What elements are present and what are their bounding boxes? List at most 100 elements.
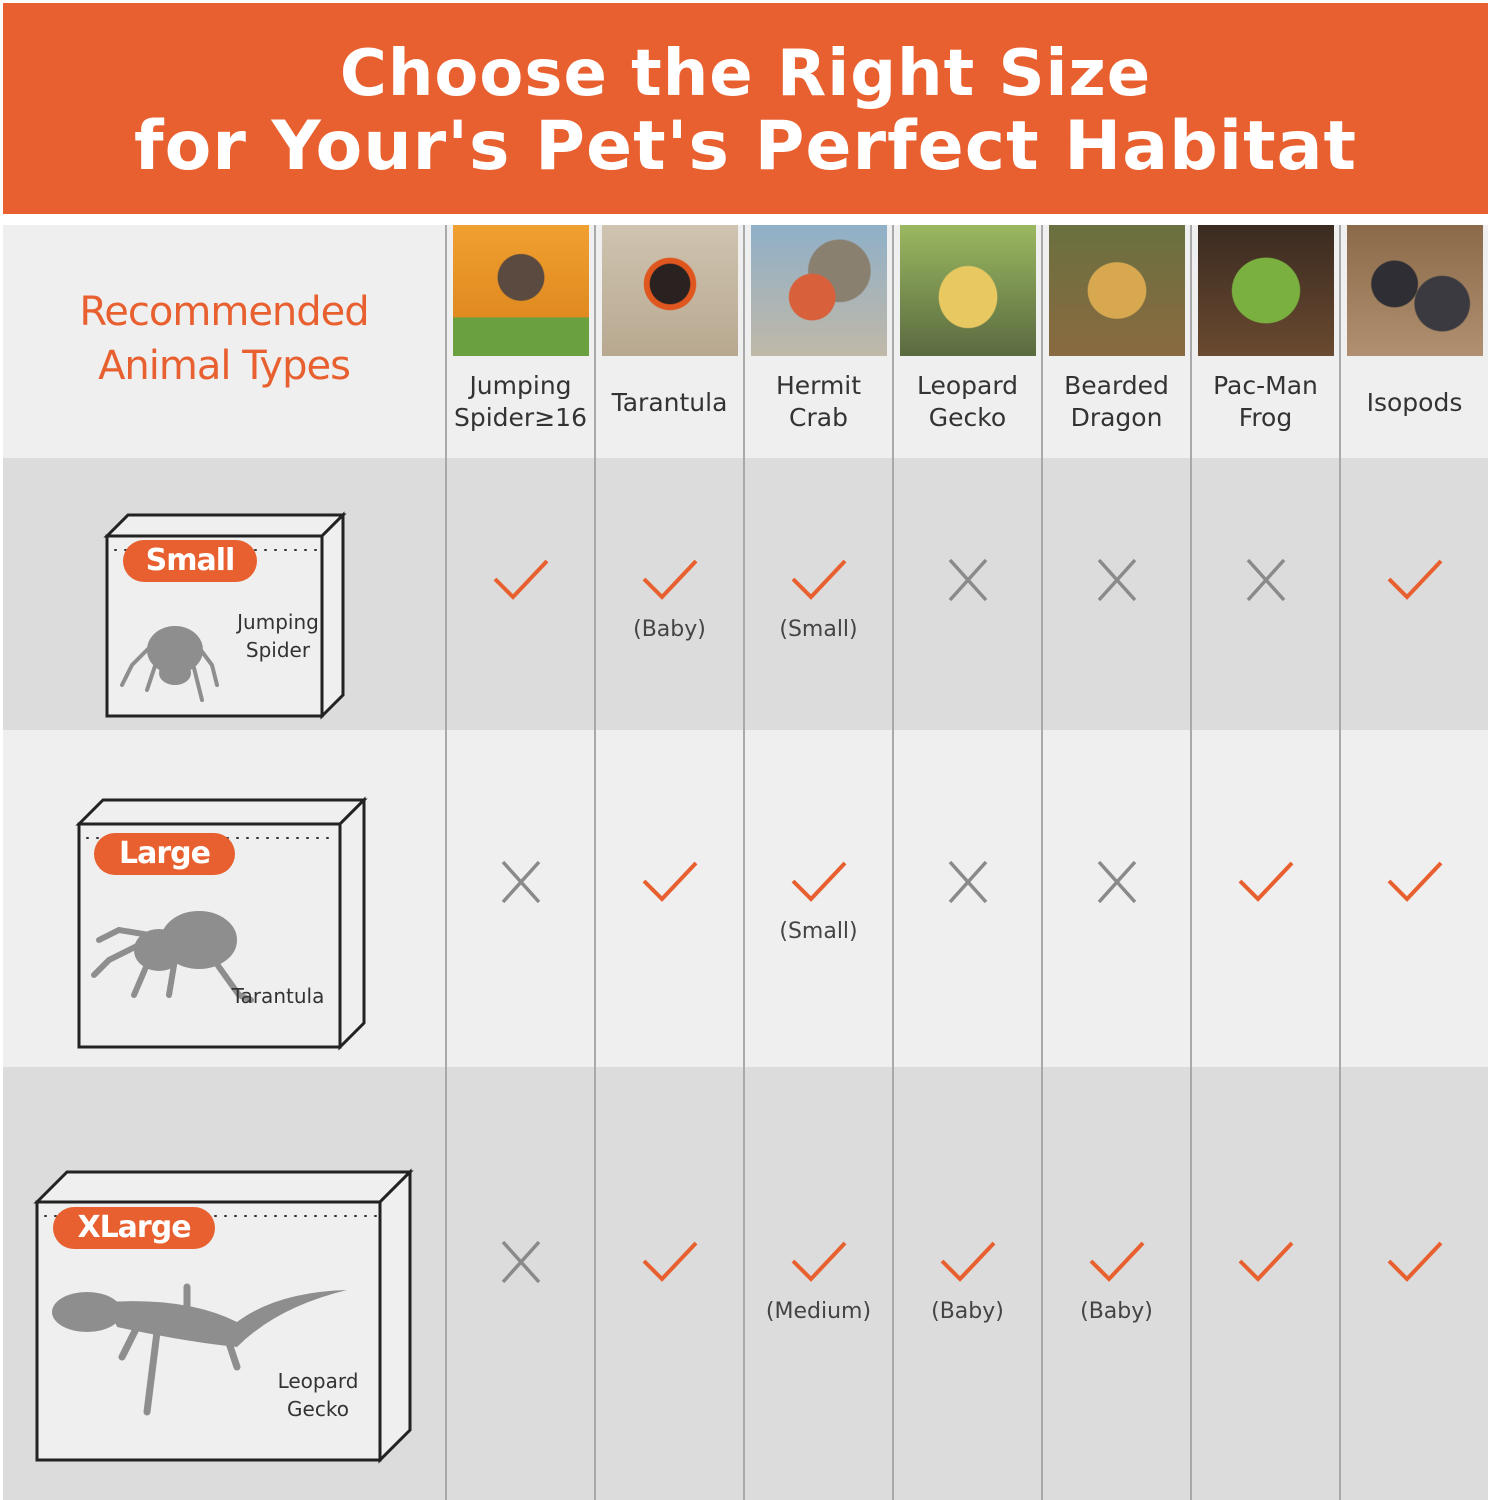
size-badge: Small (123, 540, 257, 582)
animal-name-line-1: Tarantula (611, 388, 728, 417)
heading-line-1: Recommended (79, 289, 369, 335)
box-animal-label-line-1: Leopard (277, 1369, 359, 1393)
box-animal-label: Tarantula (228, 982, 328, 1010)
size-note: (Baby) (931, 1299, 1004, 1324)
compatibility-cell (1190, 458, 1339, 730)
compatibility-cell (445, 730, 594, 1067)
animal-name: Bearded Dragon (1043, 370, 1190, 434)
check-icon (1236, 1237, 1296, 1287)
jumping-spider-photo (453, 225, 589, 356)
animal-column-header: Pac-Man Frog (1190, 225, 1339, 458)
check-icon (1385, 1237, 1445, 1287)
animal-name-line-1: Isopods (1366, 388, 1463, 417)
header-row: Recommended Animal Types Jumping Spider≥16 T… (3, 225, 1488, 458)
compatibility-cell (1041, 458, 1190, 730)
compatibility-cell: (Baby) (594, 458, 743, 730)
check-icon (1385, 857, 1445, 907)
compatibility-cell (445, 458, 594, 730)
size-badge: Large (94, 833, 235, 875)
animal-column-header: Tarantula (594, 225, 743, 458)
size-note: (Small) (779, 617, 858, 642)
isopods-photo (1347, 225, 1483, 356)
animal-name: Jumping Spider≥16 (447, 370, 594, 434)
size-note: (Small) (779, 919, 858, 944)
pacman-frog-photo (1198, 225, 1334, 356)
check-icon (938, 1237, 998, 1287)
habitat-size-cell: Large Tarantula (3, 730, 445, 1067)
compatibility-cell (594, 1067, 743, 1500)
animal-name: Isopods (1341, 387, 1488, 419)
title-line-2: for Your's Pet's Perfect Habitat (134, 107, 1357, 186)
size-note: (Medium) (765, 1299, 872, 1324)
animal-name-line-2: Dragon (1070, 403, 1163, 432)
compatibility-cell: (Medium) (743, 1067, 892, 1500)
animal-name-line-2: Frog (1238, 403, 1293, 432)
animal-column-header: Jumping Spider≥16 (445, 225, 594, 458)
animal-name-line-1: Hermit (775, 371, 862, 400)
bearded-dragon-photo (1049, 225, 1185, 356)
check-icon (1236, 857, 1296, 907)
heading-line-2: Animal Types (98, 343, 351, 389)
check-icon (789, 857, 849, 907)
check-icon (789, 1237, 849, 1287)
cross-icon (938, 555, 998, 605)
compatibility-cell: (Small) (743, 458, 892, 730)
compatibility-cell (594, 730, 743, 1067)
compatibility-cell (445, 1067, 594, 1500)
size-row-small: Small Jumping Spider (Baby) (Small) (3, 458, 1488, 730)
habitat-size-cell: Small Jumping Spider (3, 458, 445, 730)
check-icon (640, 857, 700, 907)
size-note: (Baby) (633, 617, 706, 642)
terrarium-box-illustration (33, 1168, 414, 1464)
box-animal-label-line-1: Jumping (237, 610, 319, 634)
animal-column-header: Isopods (1339, 225, 1488, 458)
leopard-gecko-photo (900, 225, 1036, 356)
box-animal-label: Jumping Spider (223, 608, 333, 664)
animal-column-header: Bearded Dragon (1041, 225, 1190, 458)
box-animal-label: Leopard Gecko (268, 1367, 368, 1423)
compatibility-cell: (Small) (743, 730, 892, 1067)
cross-icon (1236, 555, 1296, 605)
check-icon (789, 555, 849, 605)
animal-name-line-2: Crab (789, 403, 848, 432)
compatibility-cell (1190, 730, 1339, 1067)
animal-name-line-1: Leopard (916, 371, 1019, 400)
cross-icon (491, 1237, 551, 1287)
size-compatibility-table: Recommended Animal Types Jumping Spider≥16 T… (3, 225, 1488, 1500)
animal-name-line-1: Pac-Man (1213, 371, 1318, 400)
cross-icon (938, 857, 998, 907)
check-icon (1087, 1237, 1147, 1287)
animal-name-line-2: Gecko (928, 403, 1007, 432)
cross-icon (1087, 555, 1147, 605)
cross-icon (491, 857, 551, 907)
size-note: (Baby) (1080, 1299, 1153, 1324)
animal-name: Pac-Man Frog (1192, 370, 1339, 434)
animal-column-header: Leopard Gecko (892, 225, 1041, 458)
compatibility-cell (1339, 730, 1488, 1067)
box-animal-label-line-1: Tarantula (231, 984, 325, 1008)
compatibility-cell (1339, 1067, 1488, 1500)
box-animal-label-line-2: Spider (245, 638, 311, 662)
hermit-crab-photo (751, 225, 887, 356)
habitat-size-cell: XLarge Leopard Gecko (3, 1067, 445, 1500)
terrarium-box-illustration (103, 511, 347, 720)
check-icon (491, 555, 551, 605)
box-animal-label-line-2: Gecko (287, 1397, 349, 1421)
compatibility-cell (1041, 730, 1190, 1067)
recommended-animal-types-heading: Recommended Animal Types (3, 285, 445, 393)
tarantula-photo (602, 225, 738, 356)
size-row-xlarge: XLarge Leopard Gecko (Medium) (Baby) (Baby) (3, 1067, 1488, 1500)
compatibility-cell: (Baby) (1041, 1067, 1190, 1500)
check-icon (1385, 555, 1445, 605)
compatibility-cell (1190, 1067, 1339, 1500)
animal-name-line-1: Bearded (1064, 371, 1169, 400)
check-icon (640, 555, 700, 605)
check-icon (640, 1237, 700, 1287)
animal-name: Tarantula (596, 387, 743, 419)
animal-name: Leopard Gecko (894, 370, 1041, 434)
title-line-1: Choose the Right Size (339, 37, 1152, 111)
animal-name-line-1: Jumping (469, 371, 572, 400)
title-banner: Choose the Right Size for Your's Pet's P… (3, 3, 1488, 214)
animal-column-header: Hermit Crab (743, 225, 892, 458)
compatibility-cell (892, 458, 1041, 730)
